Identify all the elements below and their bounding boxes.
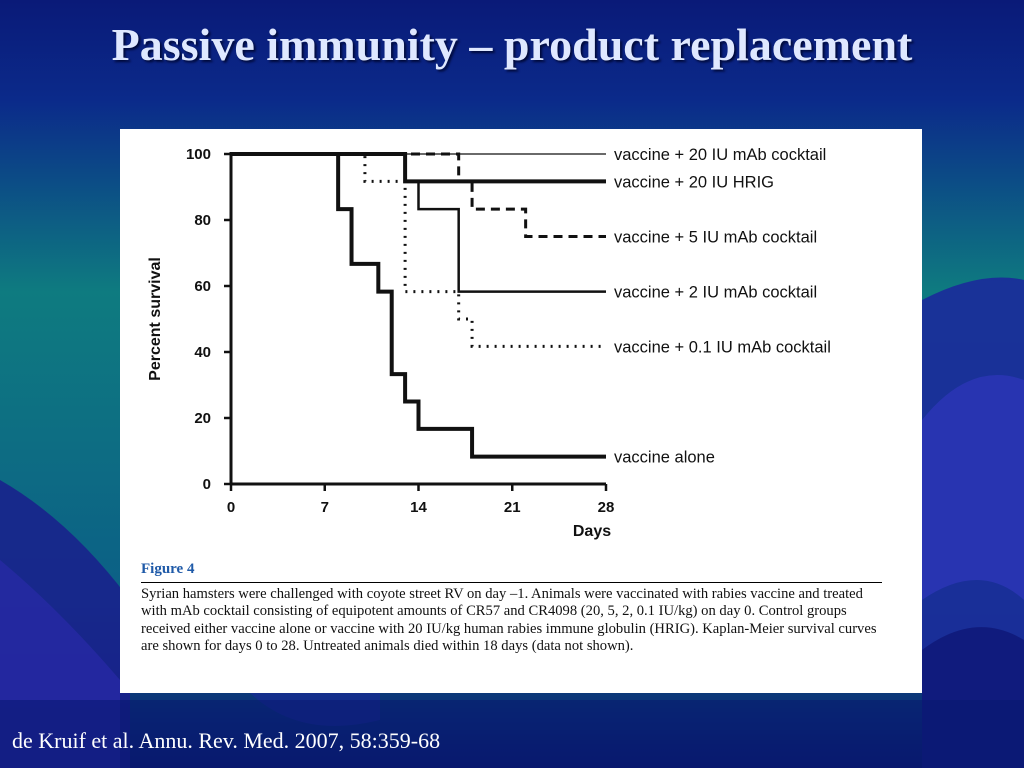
series-label-6: vaccine alone [614,449,715,467]
series-label-5: vaccine + 0.1 IU mAb cocktail [614,338,831,356]
series-label-2: vaccine + 20 IU HRIG [614,173,774,191]
figure-rule [141,582,882,583]
series-label-1: vaccine + 20 IU mAb cocktail [614,146,826,164]
x-tick-label: 28 [598,499,615,516]
series-line-2 [231,152,606,184]
series-label-4: vaccine + 2 IU mAb cocktail [614,284,817,302]
y-tick-label: 60 [194,278,211,295]
chart-series [231,152,606,459]
x-axis-title: Days [573,523,611,540]
y-tick-label: 100 [186,146,211,163]
y-tick-label: 20 [194,410,211,427]
slide-title: Passive immunity – product replacement [111,19,913,70]
chart-axes: 0 20 40 60 80 100 0 7 14 21 28 Days Percent survival [147,146,614,540]
survival-chart: 0 20 40 60 80 100 0 7 14 21 28 Days Percent survival… [147,146,831,540]
x-tick-label: 0 [227,499,235,516]
y-axis-title: Percent survival [147,257,164,381]
series-line-4 [231,152,606,293]
figure-caption: Syrian hamsters were challenged with coy… [141,586,877,654]
x-tick-label: 21 [504,499,521,516]
chart-labels: vaccine + 20 IU mAb cocktail vaccine + 20… [614,146,831,467]
series-line-3 [231,152,606,238]
x-tick-label: 7 [321,499,329,516]
x-tick-label: 14 [410,499,427,516]
series-label-3: vaccine + 5 IU mAb cocktail [614,229,817,247]
y-tick-label: 40 [194,344,211,361]
y-tick-label: 80 [194,212,211,229]
figure-panel: 0 20 40 60 80 100 0 7 14 21 28 Days Percent survival… [120,129,922,693]
series-line-6 [231,152,606,459]
y-tick-label: 0 [203,476,211,493]
figure-heading: Figure 4 [141,561,195,577]
citation: de Kruif et al. Annu. Rev. Med. 2007, 58… [12,728,441,753]
